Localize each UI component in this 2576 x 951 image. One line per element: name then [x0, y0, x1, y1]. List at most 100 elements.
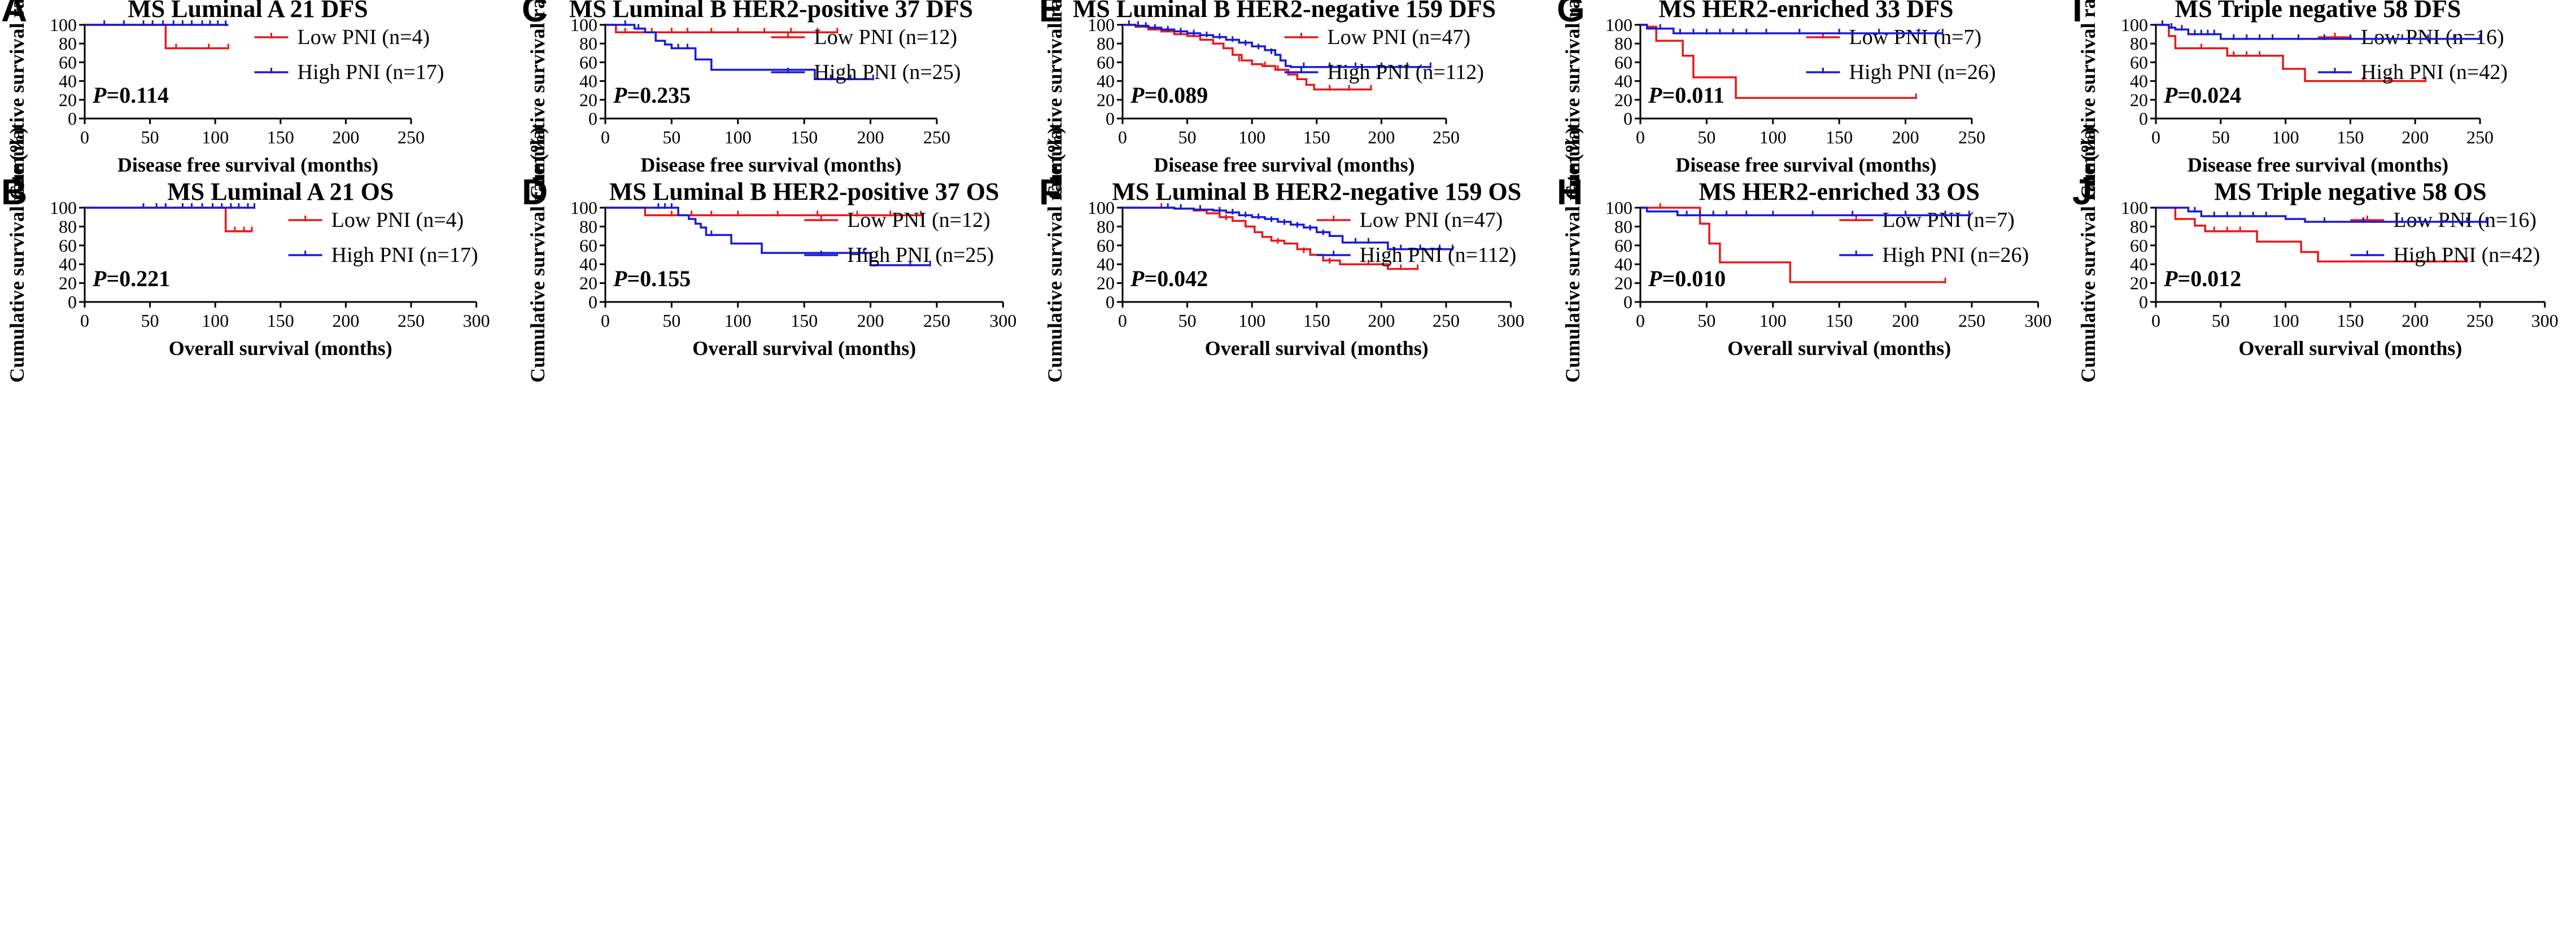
panel-letter: G [1557, 0, 1585, 29]
x-tick-label: 100 [1759, 310, 1787, 331]
p-symbol: P [2163, 266, 2178, 291]
legend-item-low: Low PNI (n=47) [1284, 25, 1470, 49]
y-tick-label: 60 [1614, 52, 1632, 72]
series-high-pni [1640, 24, 1944, 34]
y-axis-label: Cumulative survival rate (%) [2077, 127, 2099, 383]
legend-item-high: High PNI (n=26) [1839, 243, 2029, 267]
x-tick-label: 150 [2337, 127, 2364, 147]
p-symbol: P [1130, 82, 1145, 108]
series-low-pni [1123, 24, 1372, 91]
y-tick-label: 0 [68, 108, 77, 129]
x-tick-label: 300 [1497, 310, 1525, 331]
x-tick-label: 0 [80, 127, 89, 147]
y-tick-label: 80 [579, 33, 597, 54]
legend-label: Low PNI (n=16) [2393, 208, 2536, 232]
legend-item-low: Low PNI (n=7) [1806, 25, 1981, 49]
y-tick-label: 20 [1614, 90, 1632, 110]
legend-label: High PNI (n=26) [1882, 243, 2029, 267]
p-number: =0.012 [2177, 266, 2241, 291]
legend-item-high: High PNI (n=17) [288, 243, 478, 267]
legend-item-high: High PNI (n=25) [804, 243, 994, 267]
p-value: P=0.235 [613, 82, 691, 108]
legend-label: High PNI (n=25) [847, 243, 994, 267]
y-tick-label: 60 [579, 235, 597, 256]
x-tick-label: 100 [724, 127, 752, 147]
legend-label: High PNI (n=17) [298, 60, 444, 84]
x-tick-label: 100 [724, 310, 752, 331]
y-axis-label: Cumulative survival rate (%) [1044, 0, 1066, 199]
legend-label: Low PNI (n=4) [298, 25, 430, 49]
series-low-pni [2156, 24, 2427, 82]
x-tick-label: 100 [1759, 127, 1787, 147]
p-number: =0.221 [106, 266, 170, 291]
x-tick-label: 300 [989, 310, 1016, 331]
x-tick-label: 150 [1303, 127, 1330, 147]
x-tick-label: 100 [202, 310, 229, 331]
legend-item-high: High PNI (n=25) [771, 60, 960, 84]
series-high-pni [2156, 20, 2481, 40]
legend-label: Low PNI (n=47) [1360, 208, 1503, 232]
y-tick-label: 60 [579, 52, 597, 72]
x-tick-label: 300 [2531, 310, 2558, 331]
x-tick-label: 50 [1178, 310, 1197, 331]
p-symbol: P [613, 266, 627, 291]
p-symbol: P [92, 266, 107, 291]
legend-item-low: Low PNI (n=12) [804, 208, 990, 232]
chart-title: MS Luminal A 21 DFS [128, 0, 368, 23]
legend-item-high: High PNI (n=112) [1284, 60, 1484, 84]
series-high-pni [1123, 20, 1431, 68]
x-tick-label: 250 [923, 127, 950, 147]
y-tick-label: 60 [1097, 52, 1115, 72]
y-tick-label: 0 [588, 292, 597, 312]
y-axis-label: Cumulative survival rate (%) [526, 127, 549, 383]
legend-item-high: High PNI (n=42) [2318, 60, 2508, 84]
y-tick-label: 100 [1605, 198, 1632, 218]
y-tick-label: 20 [1614, 273, 1632, 293]
series-high-pni [605, 20, 874, 81]
y-axis-label: Cumulative survival rate (%) [1044, 127, 1066, 383]
y-tick-label: 40 [1097, 71, 1115, 91]
x-tick-label: 300 [2024, 310, 2051, 331]
y-tick-label: 40 [1614, 71, 1632, 91]
legend-label: Low PNI (n=12) [814, 25, 958, 49]
p-number: =0.235 [627, 82, 691, 108]
panel-letter: D [522, 172, 548, 212]
legend-label: High PNI (n=42) [2361, 60, 2508, 84]
legend-item-low: Low PNI (n=47) [1316, 208, 1503, 232]
survival-curve-high [605, 207, 931, 266]
y-tick-label: 60 [1097, 235, 1115, 256]
x-tick-label: 200 [1368, 127, 1395, 147]
x-tick-label: 200 [2402, 127, 2429, 147]
legend-label: High PNI (n=26) [1849, 60, 1996, 84]
chart-title: MS Luminal B HER2-positive 37 OS [609, 178, 999, 205]
km-panel-d: D MS Luminal B HER2-positive 37 OS0204060… [522, 127, 1016, 383]
x-tick-label: 0 [601, 127, 610, 147]
series-high-pni [85, 203, 256, 209]
y-axis-label: Cumulative survival rate (%) [1561, 127, 1584, 383]
x-tick-label: 50 [141, 127, 159, 147]
chart-title: MS Triple negative 58 OS [2214, 178, 2486, 205]
legend-item-high: High PNI (n=26) [1806, 60, 1996, 84]
y-tick-label: 0 [2139, 292, 2148, 312]
legend-item-low: Low PNI (n=16) [2350, 208, 2536, 232]
y-tick-label: 60 [1614, 235, 1632, 256]
panel-letter: I [2072, 0, 2082, 29]
panel-letter: J [2072, 172, 2093, 212]
x-tick-label: 100 [2272, 127, 2299, 147]
x-tick-label: 200 [2402, 310, 2429, 331]
x-tick-label: 50 [1697, 310, 1715, 331]
y-tick-label: 0 [1106, 108, 1115, 129]
x-tick-label: 200 [1892, 310, 1919, 331]
x-tick-label: 200 [332, 310, 359, 331]
y-tick-label: 80 [579, 216, 597, 236]
x-tick-label: 50 [662, 127, 680, 147]
p-symbol: P [1130, 266, 1145, 291]
x-tick-label: 250 [1433, 310, 1460, 331]
y-axis-label: Cumulative survival rate (%) [526, 0, 549, 199]
x-tick-label: 250 [398, 127, 425, 147]
km-panel-c: C MS Luminal B HER2-positive 37 DFS 020406… [522, 0, 973, 199]
p-symbol: P [2163, 82, 2178, 108]
series-high-pni [605, 203, 931, 266]
